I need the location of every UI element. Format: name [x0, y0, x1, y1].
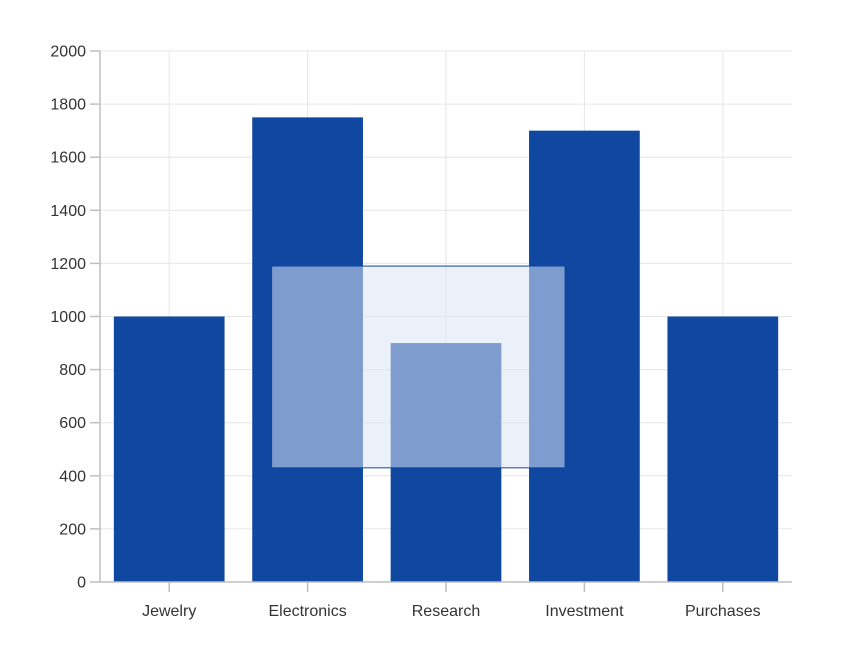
- y-tick-label: 2000: [50, 44, 86, 61]
- bar-jewelry[interactable]: [113, 316, 225, 583]
- y-tick-label: 400: [59, 468, 86, 485]
- x-axis-labels: Jewelry Electronics Research Investment Purc…: [142, 582, 761, 620]
- bar-purchases[interactable]: [667, 316, 779, 583]
- y-tick-label: 600: [59, 415, 86, 432]
- y-tick-label: 1600: [50, 150, 86, 167]
- y-tick-label: 0: [77, 575, 86, 592]
- x-tick-label: Jewelry: [142, 603, 196, 620]
- y-tick-label: 1000: [50, 309, 86, 326]
- x-tick-label: Purchases: [685, 603, 761, 620]
- x-tick-label: Research: [412, 603, 480, 620]
- y-tick-label: 800: [59, 362, 86, 379]
- selection-overlay[interactable]: [271, 265, 566, 469]
- x-tick-label: Investment: [545, 603, 624, 620]
- selection-rectangle[interactable]: [271, 265, 566, 469]
- y-tick-label: 1800: [50, 97, 86, 114]
- y-tick-label: 1200: [50, 256, 86, 273]
- y-tick-label: 1400: [50, 203, 86, 220]
- x-tick-label: Electronics: [268, 603, 346, 620]
- y-axis-ticks: 0 200 400 600 800 1000 1200 1400 1600 1800 2000: [50, 44, 100, 592]
- y-tick-label: 200: [59, 521, 86, 538]
